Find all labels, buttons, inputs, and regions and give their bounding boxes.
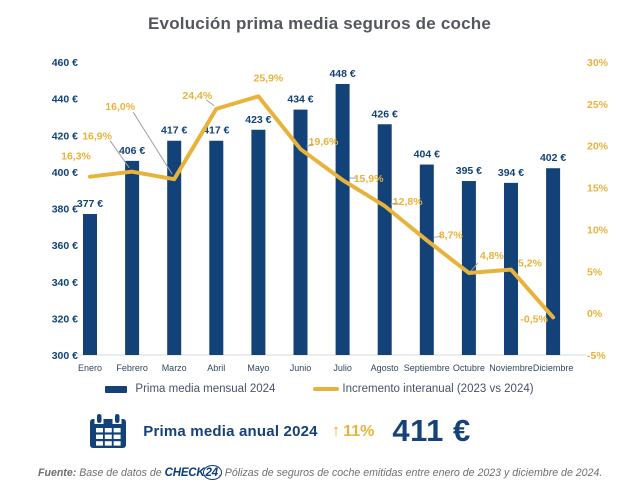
left-axis-tick: 460 € bbox=[52, 57, 78, 69]
right-axis-tick: 30% bbox=[587, 57, 609, 69]
check24-logo: CHECK24 bbox=[164, 464, 223, 480]
left-axis-tick: 420 € bbox=[52, 130, 78, 142]
check24-logo-24: 24 bbox=[202, 464, 223, 480]
bar-value-label: 394 € bbox=[498, 167, 524, 179]
annual-increase-badge: ↑ 11% bbox=[332, 421, 375, 441]
annual-summary-label: Prima media anual 2024 bbox=[143, 422, 318, 440]
right-axis-tick: -5% bbox=[587, 350, 606, 362]
left-axis-tick: 300 € bbox=[52, 350, 78, 362]
month-label: Noviembre bbox=[489, 363, 533, 373]
line-value-label: 12,8% bbox=[393, 196, 423, 208]
bar-febrero bbox=[125, 160, 140, 355]
left-axis-tick: 400 € bbox=[52, 167, 78, 179]
right-axis-tick: 20% bbox=[587, 141, 609, 153]
label-leader-line bbox=[306, 144, 314, 147]
month-label: Septiembre bbox=[404, 363, 450, 373]
line-value-label: -0,5% bbox=[520, 313, 548, 325]
source-text-1: Base de datos de bbox=[76, 467, 165, 479]
calendar-icon bbox=[90, 414, 127, 448]
label-leader-line bbox=[390, 202, 399, 205]
source-prefix: Fuente: bbox=[38, 467, 77, 479]
left-axis-tick: 320 € bbox=[52, 313, 78, 325]
bar-diciembre bbox=[546, 168, 561, 355]
month-label: Diciembre bbox=[533, 363, 574, 373]
source-text-2: . Pólizas de seguros de coche emitidas e… bbox=[218, 467, 603, 479]
right-axis-tick: 25% bbox=[587, 99, 609, 111]
right-axis-tick: 10% bbox=[587, 224, 609, 236]
line-value-label: 16,9% bbox=[82, 131, 112, 143]
label-leader-line bbox=[132, 111, 173, 175]
month-label: Abril bbox=[207, 363, 225, 373]
label-leader-line bbox=[433, 235, 442, 238]
line-value-label: 16,0% bbox=[105, 101, 135, 113]
bar-abril bbox=[209, 140, 224, 355]
bar-value-label: 395 € bbox=[456, 165, 482, 177]
chart-legend: Prima media mensual 2024 Incremento inte… bbox=[0, 383, 639, 395]
legend-item-bars: Prima media mensual 2024 bbox=[105, 383, 275, 395]
legend-label-line: Incremento interanual (2023 vs 2024) bbox=[342, 383, 534, 395]
line-value-label: 4,8% bbox=[480, 250, 505, 262]
bar-value-label: 402 € bbox=[540, 152, 566, 164]
month-label: Febrero bbox=[116, 363, 148, 373]
right-axis-tick: 0% bbox=[587, 308, 603, 320]
bar-value-label: 423 € bbox=[245, 114, 271, 126]
annual-summary-row: Prima media anual 2024 ↑ 11% 411 € bbox=[0, 412, 599, 450]
label-leader-line bbox=[206, 99, 215, 107]
month-label: Enero bbox=[78, 363, 102, 373]
bar-value-label: 417 € bbox=[203, 125, 229, 137]
label-leader-line bbox=[109, 140, 130, 168]
line-value-label: 24,4% bbox=[182, 90, 212, 102]
bar-mayo bbox=[251, 129, 266, 355]
line-value-label: 15,9% bbox=[354, 173, 384, 185]
line-value-label: 25,9% bbox=[254, 72, 284, 84]
bar-value-label: 406 € bbox=[119, 145, 145, 157]
check24-logo-check: CHECK bbox=[164, 467, 205, 479]
bar-septiembre bbox=[419, 164, 434, 355]
bar-value-label: 417 € bbox=[161, 125, 187, 137]
bar-agosto bbox=[377, 124, 392, 355]
premium-evolution-chart: 460 € 440 € 420 € 400 € 380 € 360 € 340 € 320 €… bbox=[52, 57, 609, 373]
left-axis-tick: 340 € bbox=[52, 277, 78, 289]
bar-value-label: 377 € bbox=[77, 198, 103, 210]
right-axis-tick: 15% bbox=[587, 183, 609, 195]
bar-marzo bbox=[167, 140, 182, 355]
bar-series-swatch-icon bbox=[105, 385, 128, 393]
line-value-label: 8,7% bbox=[439, 229, 464, 241]
bar-julio bbox=[335, 83, 350, 355]
left-axis-tick: 440 € bbox=[52, 94, 78, 106]
line-value-label: 19,6% bbox=[309, 136, 339, 148]
source-note: Fuente: Base de datos de CHECK24. Póliza… bbox=[38, 464, 631, 480]
bar-value-label: 448 € bbox=[329, 68, 355, 80]
bar-enero bbox=[83, 213, 97, 355]
bar-value-label: 426 € bbox=[372, 108, 398, 120]
label-leader-line bbox=[470, 262, 479, 272]
month-label: Marzo bbox=[162, 363, 187, 373]
right-axis-tick: 5% bbox=[587, 266, 603, 278]
line-series-swatch-icon bbox=[313, 387, 340, 391]
bar-value-label: 404 € bbox=[414, 149, 440, 161]
bar-junio bbox=[293, 109, 308, 355]
left-axis-tick: 360 € bbox=[52, 240, 78, 252]
line-value-label: 16,3% bbox=[61, 151, 91, 163]
month-label: Mayo bbox=[247, 363, 269, 373]
legend-label-bars: Prima media mensual 2024 bbox=[135, 383, 276, 395]
up-arrow-icon: ↑ bbox=[331, 421, 341, 440]
line-value-label: 5,2% bbox=[518, 258, 543, 270]
bar-octubre bbox=[461, 181, 476, 355]
annual-increase-pct: 11% bbox=[343, 423, 375, 440]
bar-value-label: 434 € bbox=[287, 94, 313, 106]
month-label: Octubre bbox=[453, 363, 485, 373]
chart-title: Evolución prima media seguros de coche bbox=[148, 14, 491, 33]
month-label: Junio bbox=[290, 363, 312, 373]
month-label: Julio bbox=[333, 363, 352, 373]
left-axis-tick: 380 € bbox=[52, 204, 78, 216]
month-label: Agosto bbox=[371, 363, 399, 373]
legend-item-line: Incremento interanual (2023 vs 2024) bbox=[313, 383, 534, 395]
annual-premium-value: 411 € bbox=[392, 413, 471, 448]
increment-line bbox=[88, 94, 556, 320]
